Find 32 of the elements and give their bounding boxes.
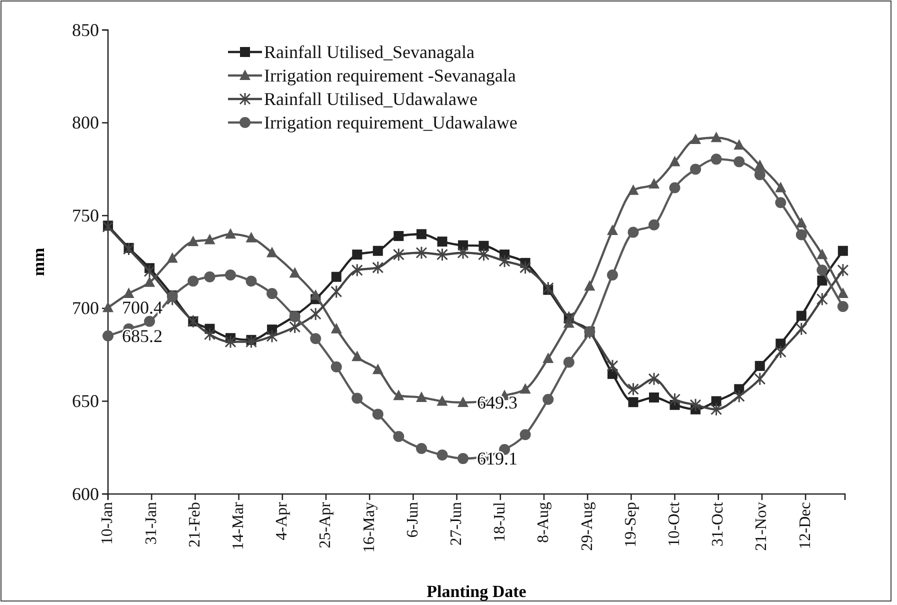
x-axis-title: Planting Date: [426, 582, 527, 601]
x-tick-label: 10-Oct: [666, 501, 683, 546]
x-tick-label: 6-Jun: [404, 502, 422, 538]
x-tick-label: 18-Jul: [492, 501, 509, 542]
y-tick-label: 800: [72, 112, 99, 133]
x-tick-label: 29-Aug: [578, 502, 596, 551]
y-tick-label: 650: [72, 390, 99, 411]
legend-label: Irrigation requirement -Sevanagala: [264, 66, 516, 86]
y-tick-label: 700: [72, 298, 99, 318]
legend-label: Rainfall Utilised_Sevanagala: [264, 42, 474, 62]
legend-label: Irrigation requirement_Udawalawe: [264, 112, 518, 132]
y-tick-label: 600: [72, 484, 99, 504]
y-tick-label: 750: [72, 205, 99, 226]
y-tick-label: 850: [72, 20, 99, 40]
y-axis-title: mm: [29, 248, 48, 276]
x-tick-label: 27-Jun: [448, 502, 465, 546]
x-tick-label: 16-May: [360, 502, 378, 553]
x-tick-label: 12-Dec: [796, 502, 814, 550]
x-tick-label: 31-Jan: [142, 502, 160, 545]
annotation: 700.4: [122, 298, 162, 318]
x-tick-label: 10-Jan: [99, 502, 116, 545]
x-tick-label: 8-Aug: [535, 502, 552, 543]
x-tick-label: 21-Nov: [753, 502, 770, 551]
x-tick-label: 14-Mar: [230, 501, 247, 550]
x-tick-label: 25-Apr: [317, 501, 334, 548]
x-tick-label: 31-Oct: [710, 501, 727, 546]
annotation: 685.2: [122, 326, 162, 346]
x-tick-label: 19-Sep: [622, 502, 640, 548]
x-tick-label: 4-Apr: [274, 501, 291, 540]
x-tick-label: 21-Feb: [186, 502, 204, 548]
legend-label: Rainfall Utilised_Udawalawe: [264, 89, 478, 109]
annotation: 619.1: [477, 448, 518, 469]
